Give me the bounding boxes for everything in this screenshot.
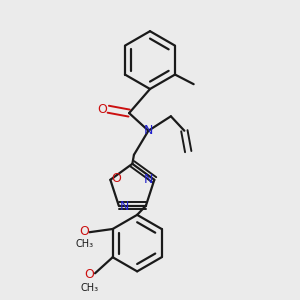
Text: O: O [85, 268, 94, 281]
Text: O: O [98, 103, 107, 116]
Text: O: O [111, 172, 121, 185]
Text: CH₃: CH₃ [75, 239, 93, 249]
Text: N: N [144, 124, 153, 137]
Text: N: N [120, 200, 129, 213]
Text: CH₃: CH₃ [80, 283, 99, 293]
Text: N: N [144, 172, 153, 186]
Text: O: O [79, 225, 89, 238]
